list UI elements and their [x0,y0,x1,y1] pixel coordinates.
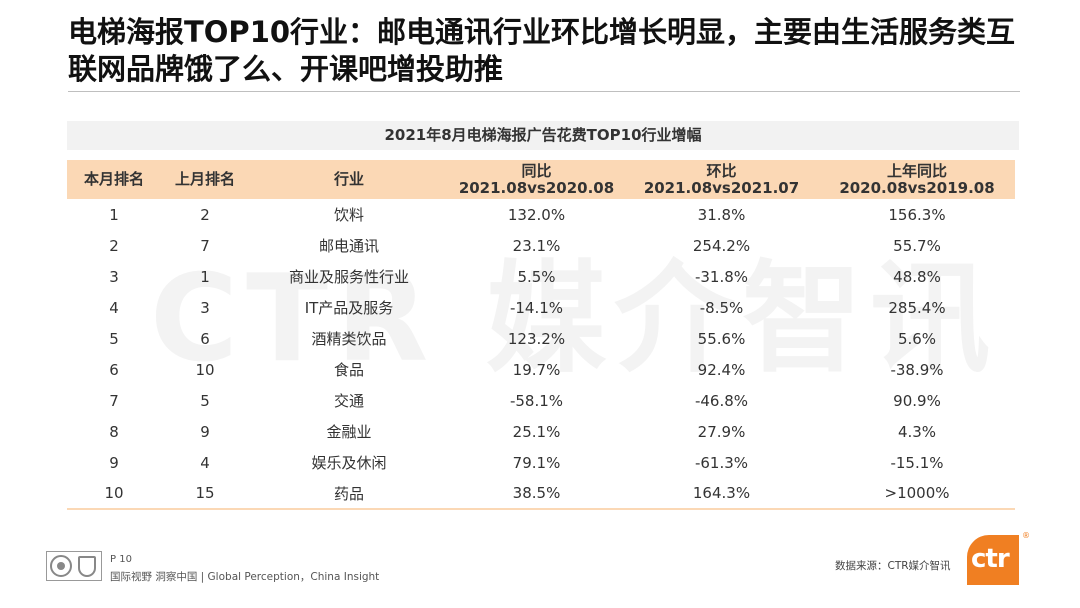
cell-yoy: 123.2% [507,329,566,348]
cell-yoy: 23.1% [512,236,561,255]
table-row: 4 3 IT产品及服务 -14.1% -8.5% 285.4% [67,292,1015,323]
registered-mark: ® [1022,531,1030,540]
table-row: 10 15 药品 38.5% 164.3% >1000% [67,478,1015,510]
cell-prev-rank: 2 [200,205,210,224]
cell-industry: 药品 [249,478,449,510]
cell-rank: 5 [109,329,119,348]
cell-prev-rank: 4 [200,453,210,472]
cell-prev-yoy: 4.3% [897,422,937,441]
page-number: P 10 [110,554,132,565]
header-industry: 行业 [333,170,364,188]
cell-prev-rank: 7 [200,236,210,255]
cell-mom: 92.4% [697,360,746,379]
cell-mom: 27.9% [697,422,746,441]
cell-rank: 3 [109,267,119,286]
header-rank-previous: 上月排名 [174,170,235,188]
header-yoy: 同比 2021.08vs2020.08 [449,160,624,199]
table-header-row: 本月排名 上月排名 行业 同比 2021.08vs2020.08 环比 2021… [67,160,1015,199]
cell-yoy: 19.7% [512,360,561,379]
header-mom: 环比 2021.08vs2021.07 [624,160,819,199]
cell-mom: -31.8% [694,267,749,286]
header-rank-current: 本月排名 [83,170,144,188]
cell-prev-rank: 5 [200,391,210,410]
cell-rank: 6 [109,360,119,379]
certification-shield-icon [78,556,96,577]
cell-prev-yoy: 5.6% [897,329,937,348]
cell-yoy: 5.5% [517,267,556,286]
footer-slogan: 国际视野 洞察中国 | Global Perception，China Insi… [110,571,380,583]
cell-rank: 2 [109,236,119,255]
table-row: 2 7 邮电通讯 23.1% 254.2% 55.7% [67,230,1015,261]
header-mom-period: 2021.08vs2021.07 [643,178,800,197]
header-prev-yoy: 上年同比 2020.08vs2019.08 [819,160,1015,199]
cell-industry: 娱乐及休闲 [311,454,387,472]
cell-prev-yoy: 48.8% [893,267,941,286]
cell-prev-yoy: 90.9% [893,391,941,410]
cell-yoy: -14.1% [509,298,564,317]
header-yoy-title: 同比 [521,161,552,180]
cell-prev-yoy: -15.1% [890,453,944,472]
table-row: 9 4 娱乐及休闲 79.1% -61.3% -15.1% [67,447,1015,478]
cell-prev-yoy: 285.4% [888,298,946,317]
data-source: 数据来源：CTR媒介智讯 [835,560,951,572]
cell-rank: 9 [109,453,119,472]
cell-rank: 8 [109,422,119,441]
cell-yoy: 132.0% [507,205,566,224]
header-mom-title: 环比 [706,161,737,180]
cell-yoy: -58.1% [509,391,564,410]
cell-prev-rank: 6 [200,329,210,348]
certification-logos [46,551,102,581]
table-row: 1 2 饮料 132.0% 31.8% 156.3% [67,199,1015,230]
ctr-logo: ctr [967,535,1019,585]
cell-yoy: 38.5% [449,478,624,510]
cell-industry: 交通 [333,392,364,410]
cell-industry: 饮料 [333,206,364,224]
cell-prev-yoy: 156.3% [888,205,946,224]
cell-prev-yoy: >1000% [819,478,1015,510]
cell-industry: IT产品及服务 [304,299,394,317]
cell-rank: 1 [109,205,119,224]
cell-mom: 164.3% [624,478,819,510]
header-yoy-period: 2021.08vs2020.08 [458,178,615,197]
page-title: 电梯海报TOP10行业：邮电通讯行业环比增长明显，主要由生活服务类互联网品牌饿了… [68,15,1016,86]
table-row: 3 1 商业及服务性行业 5.5% -31.8% 48.8% [67,261,1015,292]
table-row: 8 9 金融业 25.1% 27.9% 4.3% [67,416,1015,447]
header-prev-yoy-title: 上年同比 [886,161,947,180]
cell-prev-rank: 10 [195,360,215,379]
cell-prev-rank: 15 [161,478,249,510]
cell-prev-rank: 1 [200,267,210,286]
cell-industry: 食品 [333,361,364,379]
growth-table: 本月排名 上月排名 行业 同比 2021.08vs2020.08 环比 2021… [67,160,1015,510]
cell-industry: 金融业 [326,423,372,441]
table-row: 5 6 酒精类饮品 123.2% 55.6% 5.6% [67,323,1015,354]
cell-mom: -46.8% [694,391,749,410]
cell-prev-rank: 3 [200,298,210,317]
cell-prev-rank: 9 [200,422,210,441]
cell-prev-yoy: -38.9% [890,360,944,379]
cell-rank: 7 [109,391,119,410]
table-row: 7 5 交通 -58.1% -46.8% 90.9% [67,385,1015,416]
table-caption: 2021年8月电梯海报广告花费TOP10行业增幅 [67,121,1019,150]
cell-mom: 55.6% [697,329,746,348]
cell-industry: 商业及服务性行业 [288,268,409,286]
cell-mom: -8.5% [699,298,744,317]
cell-yoy: 79.1% [512,453,561,472]
cell-mom: 31.8% [697,205,746,224]
cell-prev-yoy: 55.7% [893,236,941,255]
cell-rank: 4 [109,298,119,317]
cell-mom: -61.3% [694,453,749,472]
cell-rank: 10 [67,478,161,510]
table-row: 6 10 食品 19.7% 92.4% -38.9% [67,354,1015,385]
cell-yoy: 25.1% [512,422,561,441]
certification-seal-icon [50,555,72,577]
header-prev-yoy-period: 2020.08vs2019.08 [839,178,995,197]
cell-mom: 254.2% [692,236,751,255]
title-divider [68,91,1020,92]
cell-industry: 酒精类饮品 [311,330,387,348]
cell-industry: 邮电通讯 [318,237,379,255]
ctr-logo-text: ctr [971,544,1010,574]
